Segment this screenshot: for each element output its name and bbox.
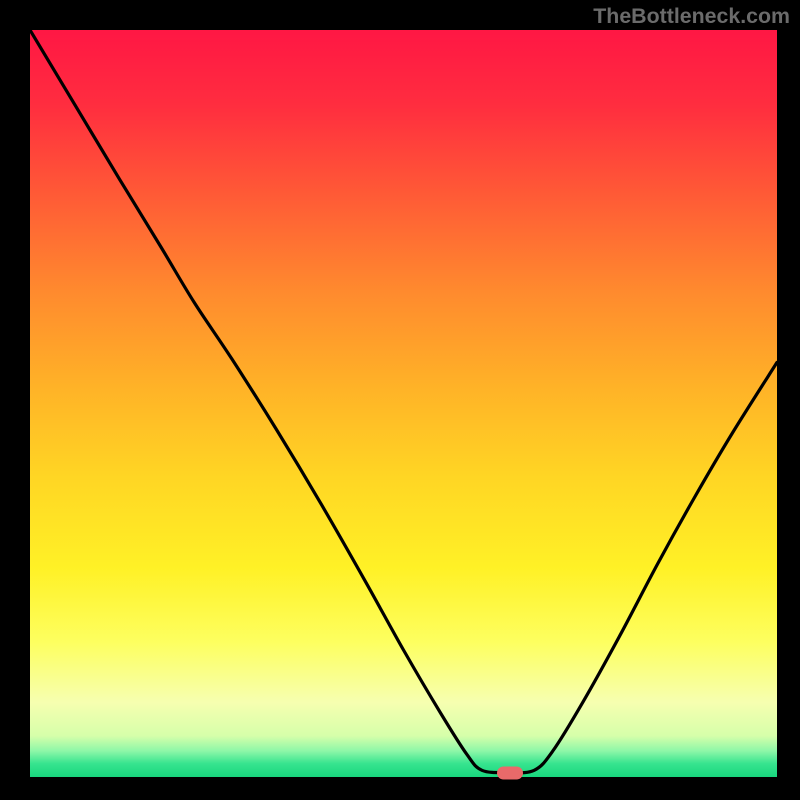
watermark-text: TheBottleneck.com <box>593 4 790 29</box>
chart-container: { "watermark": { "text": "TheBottleneck.… <box>0 0 800 800</box>
gradient-background <box>30 30 777 777</box>
plot-area <box>30 30 777 777</box>
chart-svg <box>30 30 777 777</box>
optimum-marker <box>497 767 523 780</box>
